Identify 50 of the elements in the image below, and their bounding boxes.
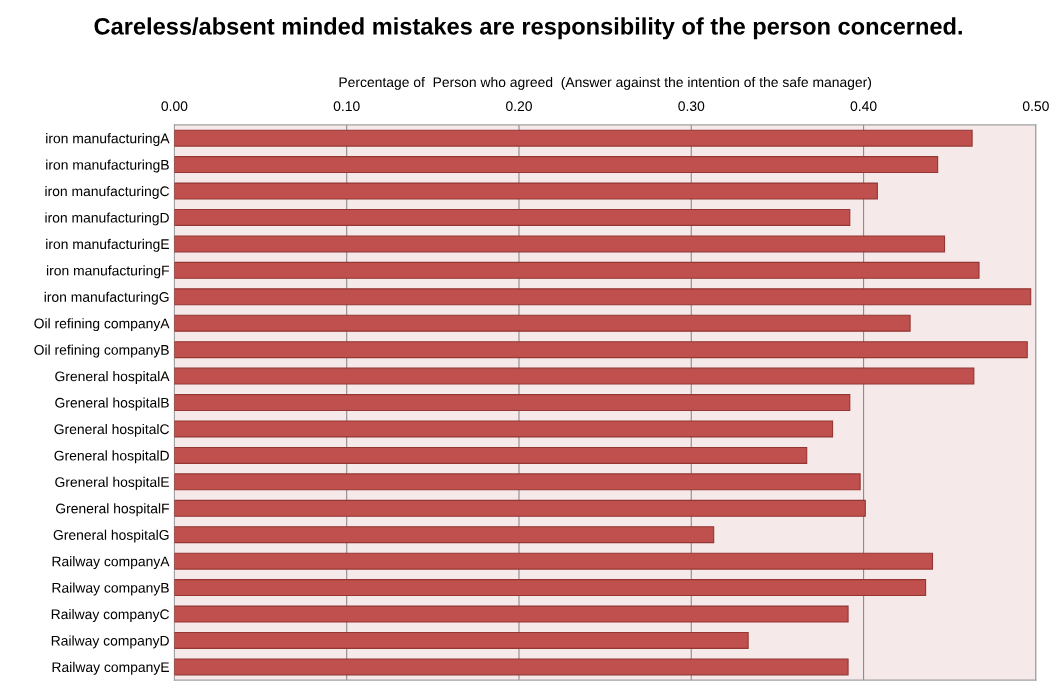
x-tick-label: 0.40 xyxy=(850,101,877,112)
bar xyxy=(174,579,927,597)
x-tick-label: 0.00 xyxy=(161,101,188,112)
y-tick-label: Greneral hospitalG xyxy=(53,529,169,543)
bar xyxy=(174,314,911,332)
bar xyxy=(174,605,849,623)
x-tick-label: 0.50 xyxy=(1022,101,1049,112)
y-tick-label: iron manufacturingF xyxy=(46,265,169,279)
y-tick-label: Oil refining companyA xyxy=(34,318,170,332)
y-tick-label: Greneral hospitalC xyxy=(54,423,170,437)
y-tick-label: Greneral hospitalB xyxy=(55,397,169,411)
y-tick-label: Oil refining companyB xyxy=(34,344,169,358)
bar xyxy=(174,631,749,649)
bar xyxy=(174,367,975,385)
y-tick-label: iron manufacturingG xyxy=(44,291,169,305)
x-axis-title: Percentage of Person who agreed (Answer against the intention of the safe manager) xyxy=(339,76,872,90)
y-tick-label: iron manufacturingC xyxy=(45,185,170,199)
bar xyxy=(174,658,849,676)
bar xyxy=(174,420,834,438)
bar xyxy=(174,473,861,491)
y-tick-label: iron manufacturingD xyxy=(45,212,169,226)
bar xyxy=(174,261,980,279)
x-tick-label: 0.10 xyxy=(333,101,360,112)
y-tick-label: Railway companyA xyxy=(52,556,170,570)
bar xyxy=(174,235,946,253)
y-tick-label: Greneral hospitalF xyxy=(56,503,169,517)
y-tick-label: Railway companyC xyxy=(51,608,170,622)
x-tick-label: 0.20 xyxy=(506,101,532,112)
x-tick-label: 0.30 xyxy=(678,101,705,112)
y-tick-label: Greneral hospitalE xyxy=(55,476,169,490)
y-tick-label: Railway companyB xyxy=(52,582,169,596)
bar xyxy=(174,446,808,464)
bar xyxy=(174,156,939,174)
y-tick-label: Railway companyD xyxy=(51,635,169,649)
bar xyxy=(174,208,851,226)
chart-title: Careless/absent minded mistakes are responsibility of the person concerned. xyxy=(94,17,962,40)
y-tick-label: Greneral hospitalD xyxy=(54,450,169,464)
bar xyxy=(174,526,715,544)
bar xyxy=(174,394,851,412)
bar xyxy=(174,182,878,200)
y-tick-label: iron manufacturingE xyxy=(46,238,169,252)
y-tick-label: iron manufacturingA xyxy=(46,133,170,147)
y-tick-label: Greneral hospitalA xyxy=(55,371,170,384)
bar xyxy=(174,341,1028,359)
y-tick-label: iron manufacturingB xyxy=(46,159,169,173)
bar xyxy=(174,552,934,570)
y-tick-label: Railway companyE xyxy=(52,661,169,675)
bar xyxy=(174,129,973,147)
bar xyxy=(174,288,1032,306)
bar xyxy=(174,499,866,517)
